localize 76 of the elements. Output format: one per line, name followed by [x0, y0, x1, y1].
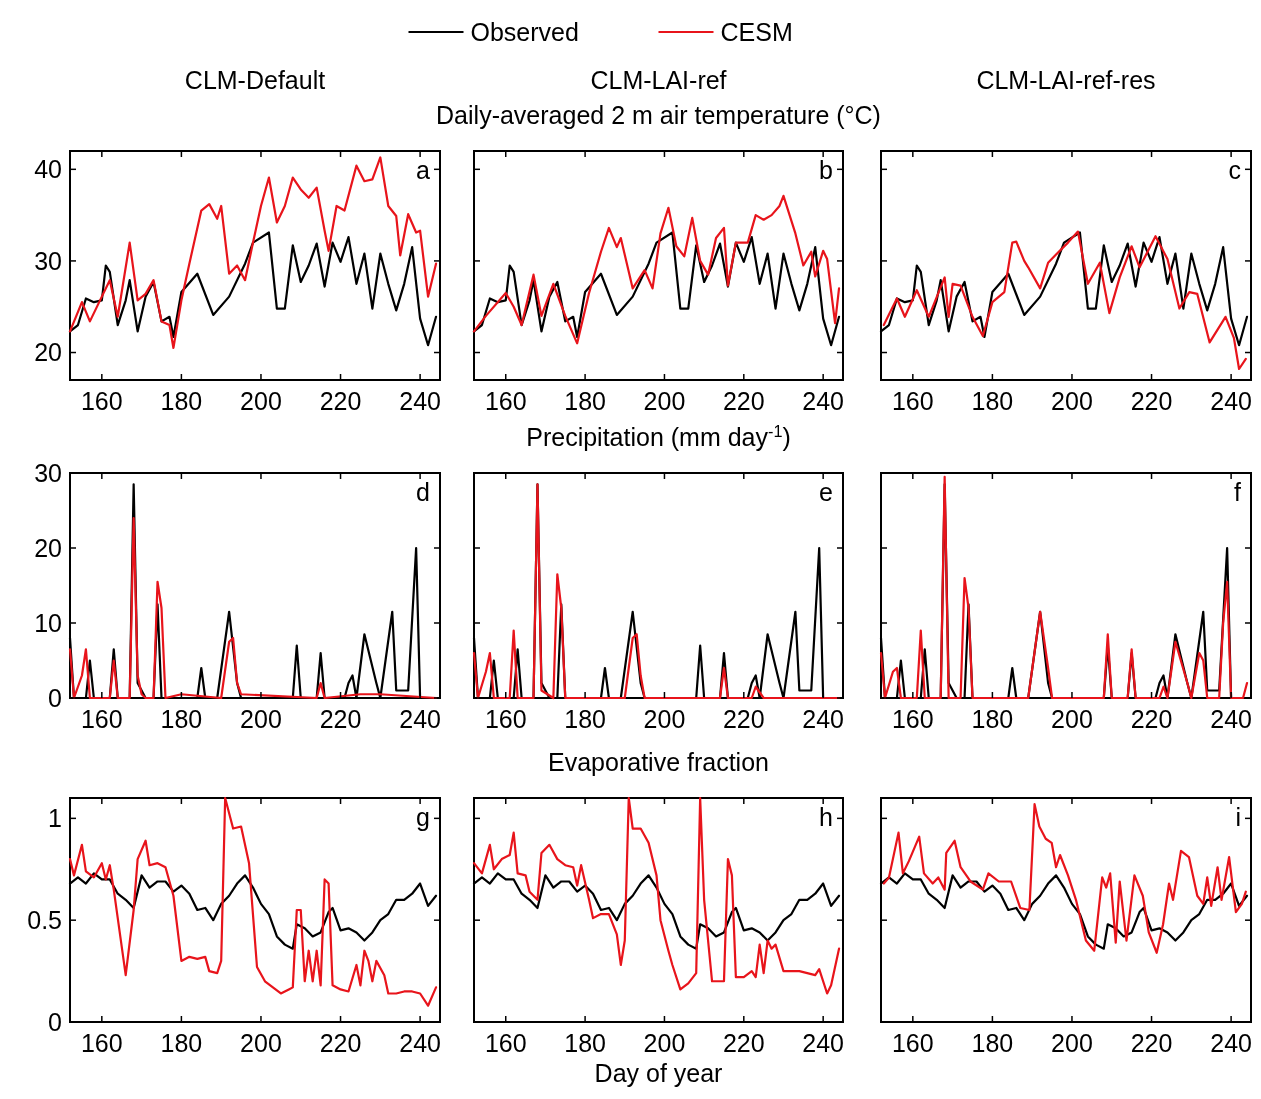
- x-tick-label: 200: [240, 1029, 282, 1057]
- chart-title: CLM-LAI-ref: [590, 66, 727, 94]
- y-tick-label: 1: [48, 804, 62, 833]
- x-tick-label: 220: [722, 387, 765, 415]
- x-tick-label: 240: [1210, 1029, 1252, 1057]
- x-tick-label: 200: [240, 387, 282, 415]
- x-tick-label: 200: [1051, 705, 1093, 733]
- x-tick-label: 180: [564, 705, 606, 733]
- line-series: [68, 796, 438, 1007]
- x-tick-label: 160: [484, 705, 527, 733]
- x-tick-label: 180: [564, 387, 606, 415]
- x-tick-label: 240: [1210, 387, 1252, 415]
- x-tick-label: 240: [802, 387, 845, 415]
- x-tick-label: 220: [1130, 1029, 1173, 1057]
- y-tick-label: 40: [34, 155, 62, 184]
- x-tick-label: 240: [802, 1029, 845, 1057]
- x-tick-label: 200: [240, 705, 282, 733]
- annotation: d: [416, 478, 430, 506]
- y-tick-label: 0.5: [27, 905, 62, 934]
- chart-subtitle: Evaporative fraction: [548, 748, 769, 776]
- x-tick-label: 220: [1130, 705, 1173, 733]
- x-tick-label: 180: [160, 705, 203, 733]
- x-tick-label: 220: [1130, 387, 1173, 415]
- annotation: a: [416, 156, 431, 184]
- x-tick-label: 180: [971, 387, 1014, 415]
- x-tick-label: 220: [319, 705, 362, 733]
- annotation: h: [819, 803, 833, 831]
- x-tick-label: 220: [319, 387, 362, 415]
- x-tick-label: 200: [643, 705, 686, 733]
- y-tick-label: 20: [34, 338, 62, 367]
- x-tick-label: 240: [1210, 705, 1252, 733]
- legend-label: Observed: [470, 17, 579, 46]
- x-tick-label: 200: [1051, 1029, 1093, 1057]
- x-tick-label: 240: [802, 705, 845, 733]
- x-tick-label: 160: [484, 387, 527, 415]
- x-tick-label: 160: [80, 705, 123, 733]
- x-tick-label: 160: [891, 387, 934, 415]
- x-tick-label: 160: [891, 1029, 934, 1057]
- x-tick-label: 220: [319, 1029, 362, 1057]
- legend-label: CESM: [720, 17, 793, 46]
- line-series: [68, 156, 438, 350]
- x-tick-label: 200: [643, 387, 686, 415]
- annotation: b: [819, 156, 833, 184]
- x-tick-label: 160: [891, 705, 934, 733]
- y-tick-label: 30: [34, 458, 62, 487]
- annotation: c: [1228, 156, 1241, 184]
- annotation: g: [416, 803, 430, 831]
- x-tick-label: 200: [643, 1029, 686, 1057]
- chart-title: CLM-LAI-ref-res: [976, 66, 1156, 94]
- x-tick-label: 160: [80, 1029, 123, 1057]
- x-tick-label: 180: [160, 387, 203, 415]
- x-tick-label: 180: [160, 1029, 203, 1057]
- x-tick-label: 240: [399, 1029, 441, 1057]
- y-tick-label: 0: [48, 683, 62, 712]
- x-tick-label: 220: [722, 1029, 765, 1057]
- x-tick-label: 180: [971, 705, 1014, 733]
- annotation: f: [1234, 478, 1242, 506]
- x-tick-label: 180: [971, 1029, 1014, 1057]
- x-tick-label: 240: [399, 705, 441, 733]
- y-tick-label: 20: [34, 533, 62, 562]
- x-tick-label: 180: [564, 1029, 606, 1057]
- x-tick-label: 240: [399, 387, 441, 415]
- y-tick-label: 0: [48, 1007, 62, 1036]
- y-tick-label: 10: [34, 608, 62, 637]
- chart-title: CLM-Default: [184, 66, 326, 94]
- x-tick-label: 160: [484, 1029, 527, 1057]
- x-tick-label: 200: [1051, 387, 1093, 415]
- chart-subtitle: Daily-averaged 2 m air temperature (°C): [436, 101, 881, 129]
- annotation: e: [819, 478, 833, 506]
- x-tick-label: 220: [722, 705, 765, 733]
- line-series: [68, 231, 438, 347]
- chart-subtitle: Precipitation (mm day$^{-1}$): [526, 422, 791, 451]
- y-tick-label: 30: [34, 246, 62, 275]
- x-tick-label: 160: [80, 387, 123, 415]
- x-axis-title: Day of year: [594, 1059, 723, 1087]
- annotation: i: [1235, 803, 1241, 831]
